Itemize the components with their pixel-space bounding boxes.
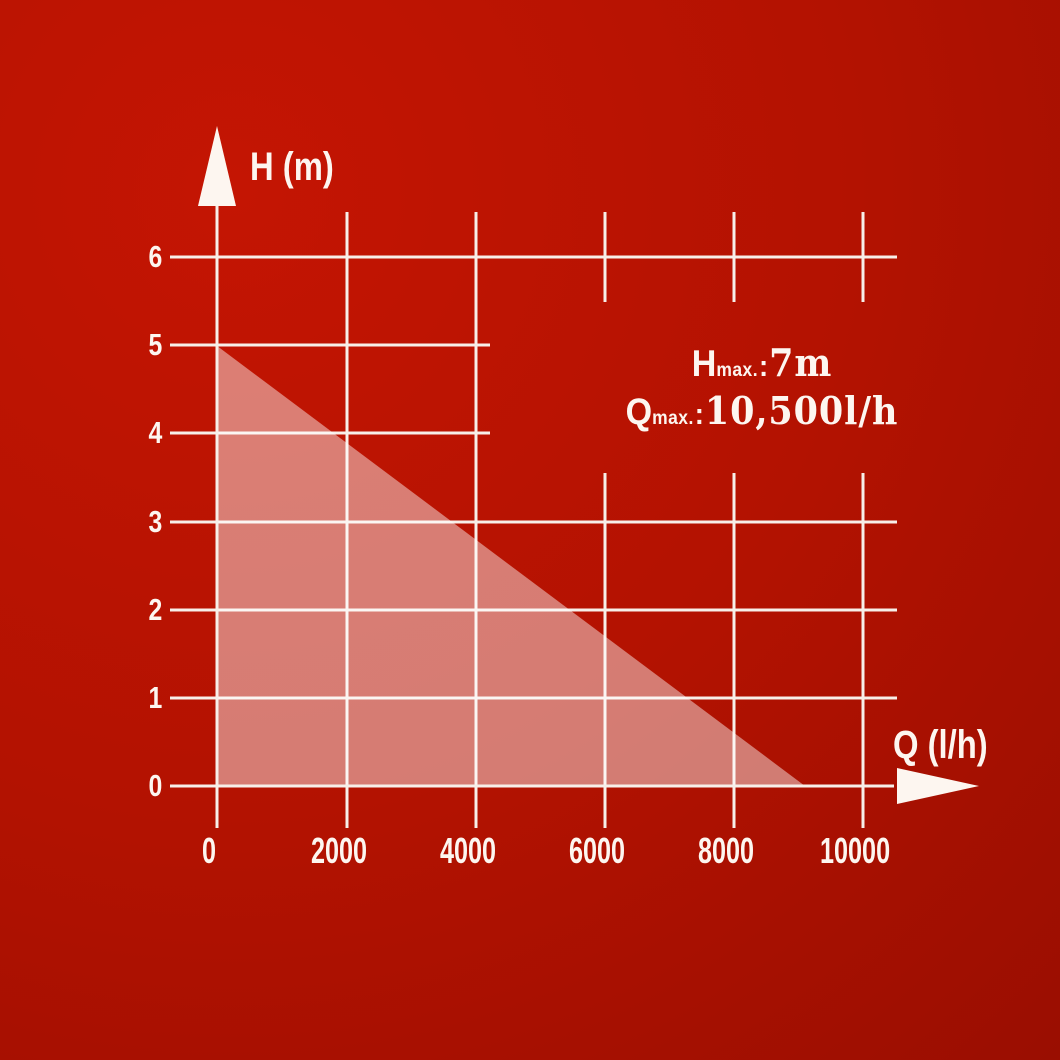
y-axis-title: H (m) bbox=[250, 146, 352, 188]
q-max-subscript: max. bbox=[652, 408, 694, 429]
y-tick-label: 5 bbox=[148, 327, 162, 362]
x-tick-10000: 10000 bbox=[785, 831, 925, 871]
y-tick-label: 4 bbox=[148, 415, 162, 450]
y-tick-4: 4 bbox=[70, 413, 162, 453]
max-values-annotation: H max. : 7m Q max. : 10,500l/h bbox=[562, 340, 962, 436]
y-tick-label: 3 bbox=[148, 504, 162, 539]
operating-area-polygon bbox=[218, 347, 803, 785]
x-tick-label: 2000 bbox=[310, 830, 368, 871]
y-tick-label: 1 bbox=[148, 680, 162, 715]
x-tick-label: 8000 bbox=[697, 830, 755, 871]
x-axis-title: Q (l/h) bbox=[893, 724, 1009, 766]
y-tick-1: 1 bbox=[70, 678, 162, 718]
q-max-value: 10,500l/h bbox=[704, 388, 899, 433]
q-max-symbol: Q bbox=[625, 391, 653, 432]
y-tick-5: 5 bbox=[70, 325, 162, 365]
y-tick-label: 6 bbox=[148, 239, 162, 274]
h-max-subscript: max. bbox=[716, 360, 759, 381]
y-axis-title-label: H (m) bbox=[250, 145, 334, 189]
h-max-symbol: H bbox=[691, 343, 717, 384]
x-tick-label: 10000 bbox=[819, 830, 891, 871]
y-tick-0: 0 bbox=[70, 766, 162, 806]
q-max-colon: : bbox=[694, 398, 704, 431]
x-tick-4000: 4000 bbox=[398, 831, 538, 871]
y-axis-arrow-icon bbox=[198, 126, 236, 206]
q-max-annotation: Q max. : 10,500l/h bbox=[578, 388, 946, 436]
x-tick-label: 4000 bbox=[439, 830, 497, 871]
x-tick-6000: 6000 bbox=[527, 831, 667, 871]
x-tick-label: 0 bbox=[201, 830, 217, 871]
h-max-annotation: H max. : 7m bbox=[578, 340, 946, 388]
y-tick-label: 0 bbox=[148, 768, 162, 803]
x-tick-2000: 2000 bbox=[269, 831, 409, 871]
x-axis-arrow-icon bbox=[897, 768, 979, 804]
x-axis-title-label: Q (l/h) bbox=[893, 723, 988, 767]
y-tick-3: 3 bbox=[70, 502, 162, 542]
grid-lines bbox=[170, 203, 897, 828]
y-tick-2: 2 bbox=[70, 590, 162, 630]
h-max-value: 7m bbox=[769, 340, 833, 385]
x-tick-label: 6000 bbox=[568, 830, 626, 871]
x-tick-8000: 8000 bbox=[656, 831, 796, 871]
y-tick-6: 6 bbox=[70, 237, 162, 277]
x-tick-0: 0 bbox=[139, 831, 279, 871]
y-tick-label: 2 bbox=[148, 592, 162, 627]
h-max-colon: : bbox=[758, 350, 769, 383]
